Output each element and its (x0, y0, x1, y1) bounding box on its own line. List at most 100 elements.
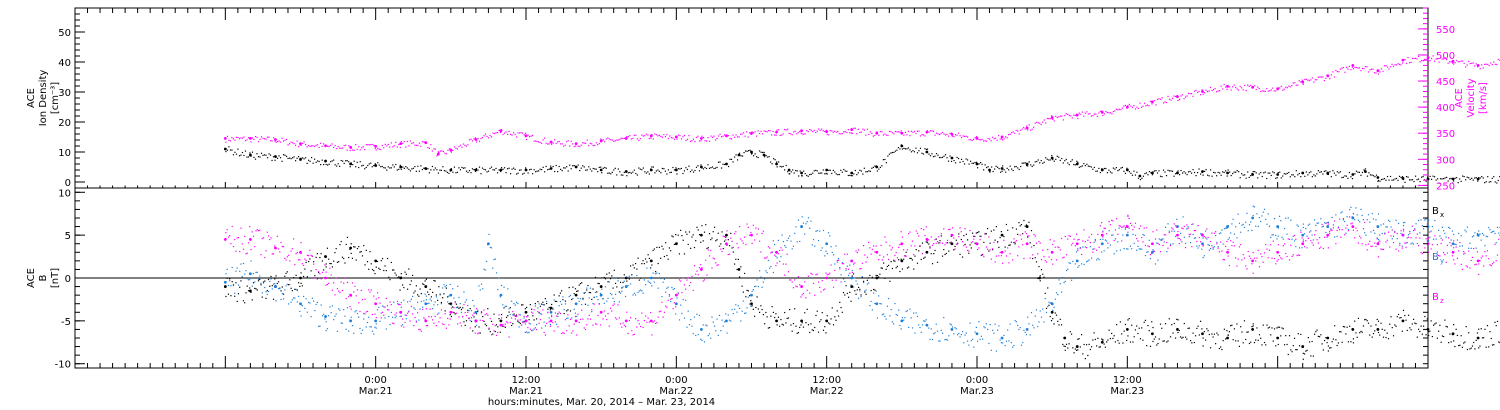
bz-point-9 (449, 310, 453, 314)
x-axis: 0:00Mar.2112:00Mar.210:00Mar.2212:00Mar.… (74, 8, 1429, 397)
legend-by-sub: y (1440, 257, 1444, 265)
by-point-47 (1376, 225, 1380, 228)
b-axis-label-line1: ACE (26, 268, 37, 288)
velocity-point-30 (950, 132, 954, 136)
top-left-ticks-label-1: 10 (58, 148, 71, 159)
by-point-16 (599, 293, 603, 297)
by-point-35 (1075, 259, 1079, 263)
density-point-29 (875, 165, 879, 169)
bz-point-20 (725, 242, 728, 246)
top-right-ticks-label-0: 250 (1436, 181, 1455, 192)
bz-point-47 (1401, 233, 1405, 237)
density-point-36 (1025, 162, 1029, 166)
legend-by: B (1432, 252, 1439, 263)
velocity-point-39 (1176, 95, 1179, 99)
by-point-17 (624, 285, 628, 288)
bx-point-12 (524, 310, 528, 314)
by-point-28 (900, 319, 904, 323)
x-tick-date-5: Mar.23 (1110, 386, 1144, 397)
legend-bz-sub: z (1440, 297, 1444, 305)
bx-point-48 (1351, 328, 1355, 331)
velocity-point-25 (825, 130, 829, 134)
bot-left-ticks-label-1: -5 (61, 317, 71, 328)
by-point-20 (699, 328, 703, 331)
bz-point-11 (499, 323, 503, 327)
velocity-point-37 (1125, 105, 1129, 109)
bz-point-13 (549, 319, 553, 323)
x-tick-date-0: Mar.21 (359, 386, 393, 397)
density-point-18 (674, 168, 678, 172)
bx-point-43 (1226, 336, 1229, 340)
top-left-ticks-label-5: 50 (58, 28, 71, 39)
by-point-12 (499, 293, 503, 297)
bz-point-23 (800, 285, 804, 288)
x-tick-time-0: 0:00 (364, 375, 386, 386)
bx-point-27 (875, 276, 879, 280)
x-tick-date-2: Mar.22 (659, 386, 693, 397)
density-point-21 (737, 153, 741, 157)
legend-bz: B (1432, 292, 1439, 303)
bz-point-33 (1050, 250, 1054, 254)
density-point-52 (1376, 176, 1380, 179)
bz-point-22 (775, 250, 778, 254)
by-point-6 (374, 319, 378, 323)
velocity-axis-ticks: 250 300 350 400 450 500 550 (1418, 7, 1455, 192)
bx-point-24 (800, 319, 804, 323)
bz-point-28 (925, 238, 929, 241)
bx-point-28 (900, 259, 904, 263)
density-point-34 (988, 168, 991, 172)
velocity-axis-label-line1: ACE (1454, 88, 1465, 108)
bz-point-3 (299, 250, 302, 254)
velocity-point-3 (299, 142, 302, 146)
velocity-point-20 (699, 137, 703, 140)
density-point-46 (1251, 173, 1255, 176)
top-right-ticks-label-5: 500 (1436, 51, 1455, 62)
bx-point-39 (1125, 328, 1129, 331)
bz-point-0 (223, 238, 227, 241)
density-point-43 (1176, 171, 1179, 175)
density-point-17 (649, 168, 653, 172)
by-point-5 (349, 319, 353, 323)
bz-point-30 (975, 242, 979, 246)
bz-point-12 (524, 319, 528, 323)
bz-point-10 (474, 319, 478, 323)
bz-point-16 (624, 319, 628, 323)
density-point-7 (399, 165, 403, 169)
bx-point-5 (349, 246, 353, 250)
by-point-51 (1476, 233, 1480, 237)
by-point-15 (574, 302, 578, 306)
bz-point-45 (1351, 225, 1355, 228)
density-point-24 (775, 162, 778, 166)
density-point-28 (850, 171, 854, 175)
bz-point-40 (1226, 250, 1229, 254)
by-point-8 (424, 302, 428, 306)
bx-point-7 (399, 276, 403, 280)
bx-point-50 (1401, 319, 1405, 323)
x-tick-time-3: 12:00 (812, 375, 841, 386)
bz-point-25 (850, 259, 854, 263)
legend-bx-sub: x (1440, 211, 1444, 219)
bz-point-8 (424, 319, 428, 323)
bx-point-37 (1075, 345, 1079, 348)
bz-point-38 (1176, 233, 1179, 237)
bz-point-49 (1451, 250, 1455, 254)
x-tick-date-4: Mar.23 (960, 386, 994, 397)
x-tick-time-4: 0:00 (966, 375, 988, 386)
velocity-point-46 (1351, 63, 1355, 67)
bx-point-44 (1251, 328, 1255, 331)
bx-point-49 (1376, 328, 1380, 331)
density-point-38 (1075, 162, 1079, 166)
by-point-11 (487, 242, 490, 246)
bx-point-4 (324, 255, 327, 258)
density-point-47 (1276, 173, 1280, 176)
density-point-4 (324, 159, 327, 163)
top-right-ticks-label-4: 450 (1436, 77, 1455, 88)
bx-point-0 (223, 285, 227, 288)
velocity-point-40 (1201, 90, 1204, 93)
velocity-point-6 (374, 144, 378, 148)
density-point-30 (900, 144, 904, 148)
by-point-9 (449, 293, 453, 297)
by-point-10 (474, 310, 478, 314)
velocity-point-23 (775, 130, 778, 134)
bx-point-1 (248, 289, 252, 293)
